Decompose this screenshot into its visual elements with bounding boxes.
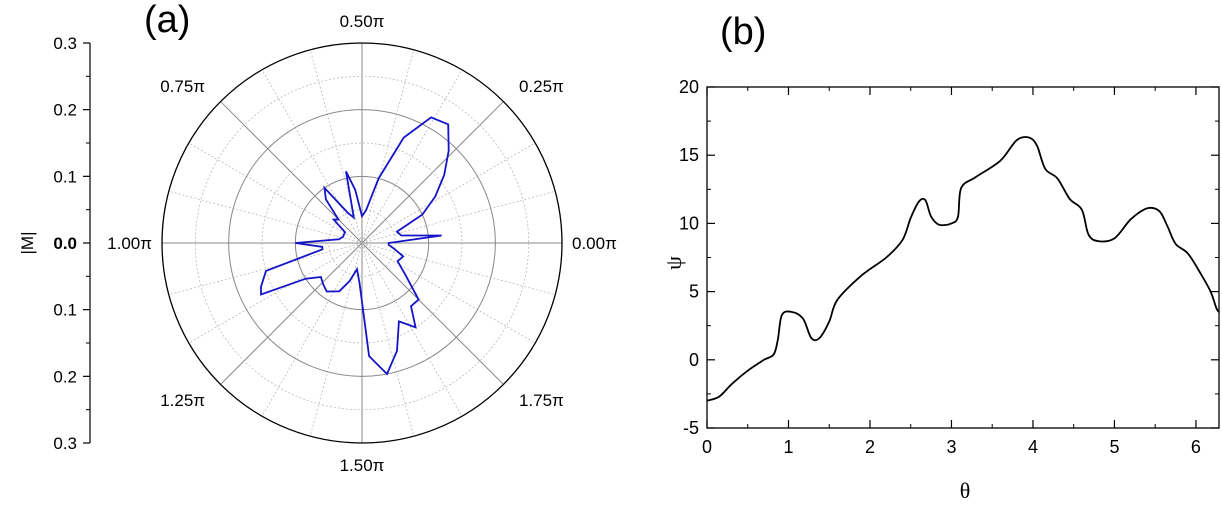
y-tick-label: 0	[689, 350, 699, 370]
radial-tick-label: 0.3	[53, 34, 77, 53]
x-tick-label: 3	[946, 437, 956, 457]
radial-axis: 0.3 0.2 0.1 0.0 0.1 0.2 0.3	[53, 34, 91, 453]
polar-series-line	[260, 116, 450, 376]
polar-minor-spoke	[168, 242, 363, 296]
x-axis-ticks: 0 1 2 3 4 5 6	[702, 87, 1201, 457]
radial-axis-label: |M|	[18, 232, 37, 255]
x-tick-label: 0	[702, 437, 712, 457]
radial-tick-label: 0.2	[53, 101, 77, 120]
polar-minor-spoke	[261, 69, 363, 244]
angular-tick-label: 0.25π	[519, 77, 564, 96]
y-tick-label: -5	[683, 418, 699, 438]
y-tick-label: 20	[679, 77, 699, 97]
angular-tick-label: 0.00π	[572, 234, 617, 253]
polar-minor-circle	[261, 142, 463, 344]
y-tick-label: 10	[679, 213, 699, 233]
angular-tick-label: 1.25π	[160, 391, 205, 410]
polar-grid	[161, 42, 563, 444]
x-tick-label: 4	[1028, 437, 1038, 457]
x-tick-label: 1	[783, 437, 793, 457]
panel-b-label: (b)	[720, 11, 766, 53]
y-tick-label: 15	[679, 145, 699, 165]
polar-major-spoke	[220, 242, 363, 385]
x-axis-label: θ	[960, 478, 971, 503]
polar-minor-spoke	[361, 69, 463, 244]
x-tick-label: 6	[1191, 437, 1201, 457]
radial-tick-label: 0.3	[53, 434, 77, 453]
angular-tick-label: 0.75π	[160, 77, 205, 96]
angular-tick-label: 0.50π	[340, 12, 385, 31]
radial-tick-label: 0.0	[53, 234, 77, 253]
polar-minor-spoke	[361, 142, 536, 244]
polar-minor-circle	[194, 75, 530, 411]
panel-a-label: (a)	[144, 0, 190, 41]
x-tick-label: 5	[1109, 437, 1119, 457]
radial-tick-label: 0.1	[53, 167, 77, 186]
y-axis-label: ψ	[661, 256, 686, 270]
plot-frame	[706, 86, 1220, 429]
polar-minor-spoke	[361, 242, 556, 296]
polar-minor-spoke	[361, 242, 415, 437]
x-tick-label: 2	[865, 437, 875, 457]
angular-tick-label: 1.00π	[107, 234, 152, 253]
y-tick-label: 5	[689, 282, 699, 302]
polar-minor-circle	[328, 209, 396, 277]
angular-tick-labels: 0.00π 0.25π 0.50π 0.75π 1.00π 1.25π 1.50π 1.75π	[107, 12, 617, 475]
radial-tick-label: 0.1	[53, 301, 77, 320]
polar-major-spoke	[361, 242, 504, 385]
polar-grid-circle	[228, 109, 496, 377]
radial-tick-label: 0.2	[53, 367, 77, 386]
y-axis-ticks: -5 0 5 10 15 20	[679, 77, 1219, 438]
polar-minor-spoke	[168, 190, 363, 244]
line-series	[706, 136, 1220, 402]
polar-outer-circle	[161, 42, 563, 444]
angular-tick-label: 1.50π	[340, 456, 385, 475]
polar-panel: (a) 0.00π 0.25π 0.50π 0.75π 1.00π 1.25π 1.50π 1…	[18, 0, 617, 475]
angular-tick-label: 1.75π	[519, 391, 564, 410]
